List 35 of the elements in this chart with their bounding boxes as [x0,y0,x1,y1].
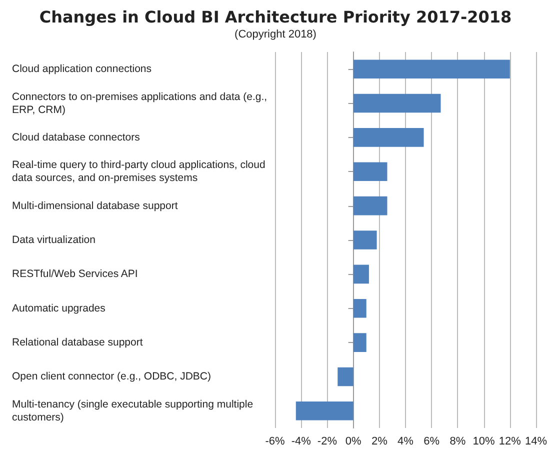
bar [338,367,354,386]
x-tick-label: 14% [524,436,548,448]
x-tick-label: 4% [398,436,414,448]
chart-subtitle: (Copyright 2018) [234,28,316,40]
bar [353,60,510,78]
bar [353,196,388,216]
y-tick-label: Data virtualization [12,234,96,246]
chart-title: Changes in Cloud BI Architecture Priority 2017-2018 [39,8,512,26]
bar [353,230,377,250]
bar [353,333,366,352]
x-tick-label: -2% [317,436,338,448]
y-tick-label: RESTful/Web Services API [12,268,138,280]
x-tick-label: 6% [424,436,440,448]
y-tick-label: Automatic upgrades [12,302,106,314]
x-tick-label: -4% [291,436,312,448]
x-tick-label: 0% [345,436,362,448]
y-tick-label: Relational database support [12,336,143,349]
bar [353,94,441,113]
x-tick-label: -6% [265,436,285,448]
y-tick-label: Real-time query to third-party cloud applications, cloud data sources, and on-premises systems [12,159,268,184]
y-tick-label: Connectors to on-premises applications and data (e.g., ERP, CRM) [12,90,270,116]
y-tick-label: Cloud database connectors [12,131,140,144]
y-tick-label: Cloud application connections [12,63,152,76]
bar [353,128,424,147]
bar [353,298,366,318]
y-tick-label: Open client connector (e.g., ODBC, JDBC) [12,370,211,383]
bar [353,264,369,284]
y-tick-label: Multi-tenancy (single executable supporting multiple customers) [12,398,256,424]
x-tick-label: 12% [498,436,522,448]
bar [296,402,354,420]
x-tick-label: 2% [371,436,388,448]
x-tick-label: 8% [450,436,466,448]
x-tick-label: 10% [472,436,496,448]
y-tick-label: Multi-dimensional database support [12,200,178,212]
bar [353,162,388,182]
